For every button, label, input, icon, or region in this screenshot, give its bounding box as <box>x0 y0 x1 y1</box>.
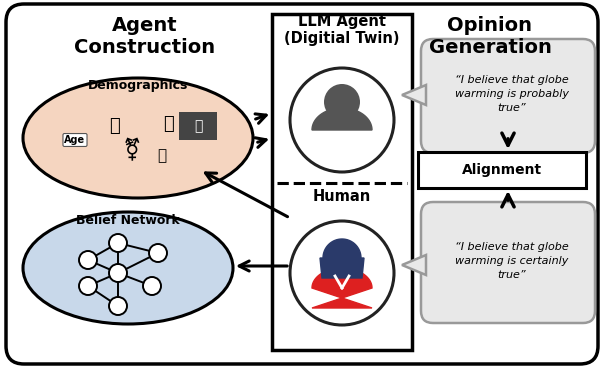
FancyBboxPatch shape <box>6 4 598 364</box>
Polygon shape <box>320 239 364 278</box>
Text: “I believe that globe
warming is probably
true”: “I believe that globe warming is probabl… <box>455 75 569 113</box>
Text: 🌐: 🌐 <box>162 115 173 133</box>
Text: Demographics: Demographics <box>88 79 188 92</box>
Text: 💲: 💲 <box>158 149 167 163</box>
Circle shape <box>109 234 127 252</box>
Circle shape <box>149 244 167 262</box>
Text: 🎓: 🎓 <box>109 117 120 135</box>
Circle shape <box>323 239 361 277</box>
FancyBboxPatch shape <box>421 39 595 153</box>
Text: “I believe that globe
warming is certainly
true”: “I believe that globe warming is certain… <box>455 241 569 280</box>
Polygon shape <box>312 268 372 308</box>
FancyBboxPatch shape <box>421 202 595 323</box>
Ellipse shape <box>23 78 253 198</box>
FancyBboxPatch shape <box>418 152 586 188</box>
Text: 🐘: 🐘 <box>194 119 202 133</box>
Text: Opinion
Generation: Opinion Generation <box>429 16 551 57</box>
FancyBboxPatch shape <box>179 112 217 140</box>
Ellipse shape <box>23 212 233 324</box>
Text: Agent
Construction: Agent Construction <box>74 16 216 57</box>
Text: Alignment: Alignment <box>462 163 542 177</box>
Text: Human: Human <box>313 189 371 204</box>
Circle shape <box>109 297 127 315</box>
Polygon shape <box>402 255 426 275</box>
Circle shape <box>290 221 394 325</box>
FancyBboxPatch shape <box>272 14 412 350</box>
Circle shape <box>79 277 97 295</box>
Text: ⚧: ⚧ <box>123 138 141 162</box>
Polygon shape <box>402 85 426 105</box>
Circle shape <box>109 264 127 282</box>
Text: LLM Agent
(Digitial Twin): LLM Agent (Digitial Twin) <box>284 14 400 46</box>
Text: Age: Age <box>65 135 86 145</box>
Circle shape <box>324 84 360 120</box>
Text: Belief Network: Belief Network <box>76 215 180 227</box>
Circle shape <box>79 251 97 269</box>
Circle shape <box>143 277 161 295</box>
Polygon shape <box>312 108 372 130</box>
Circle shape <box>290 68 394 172</box>
